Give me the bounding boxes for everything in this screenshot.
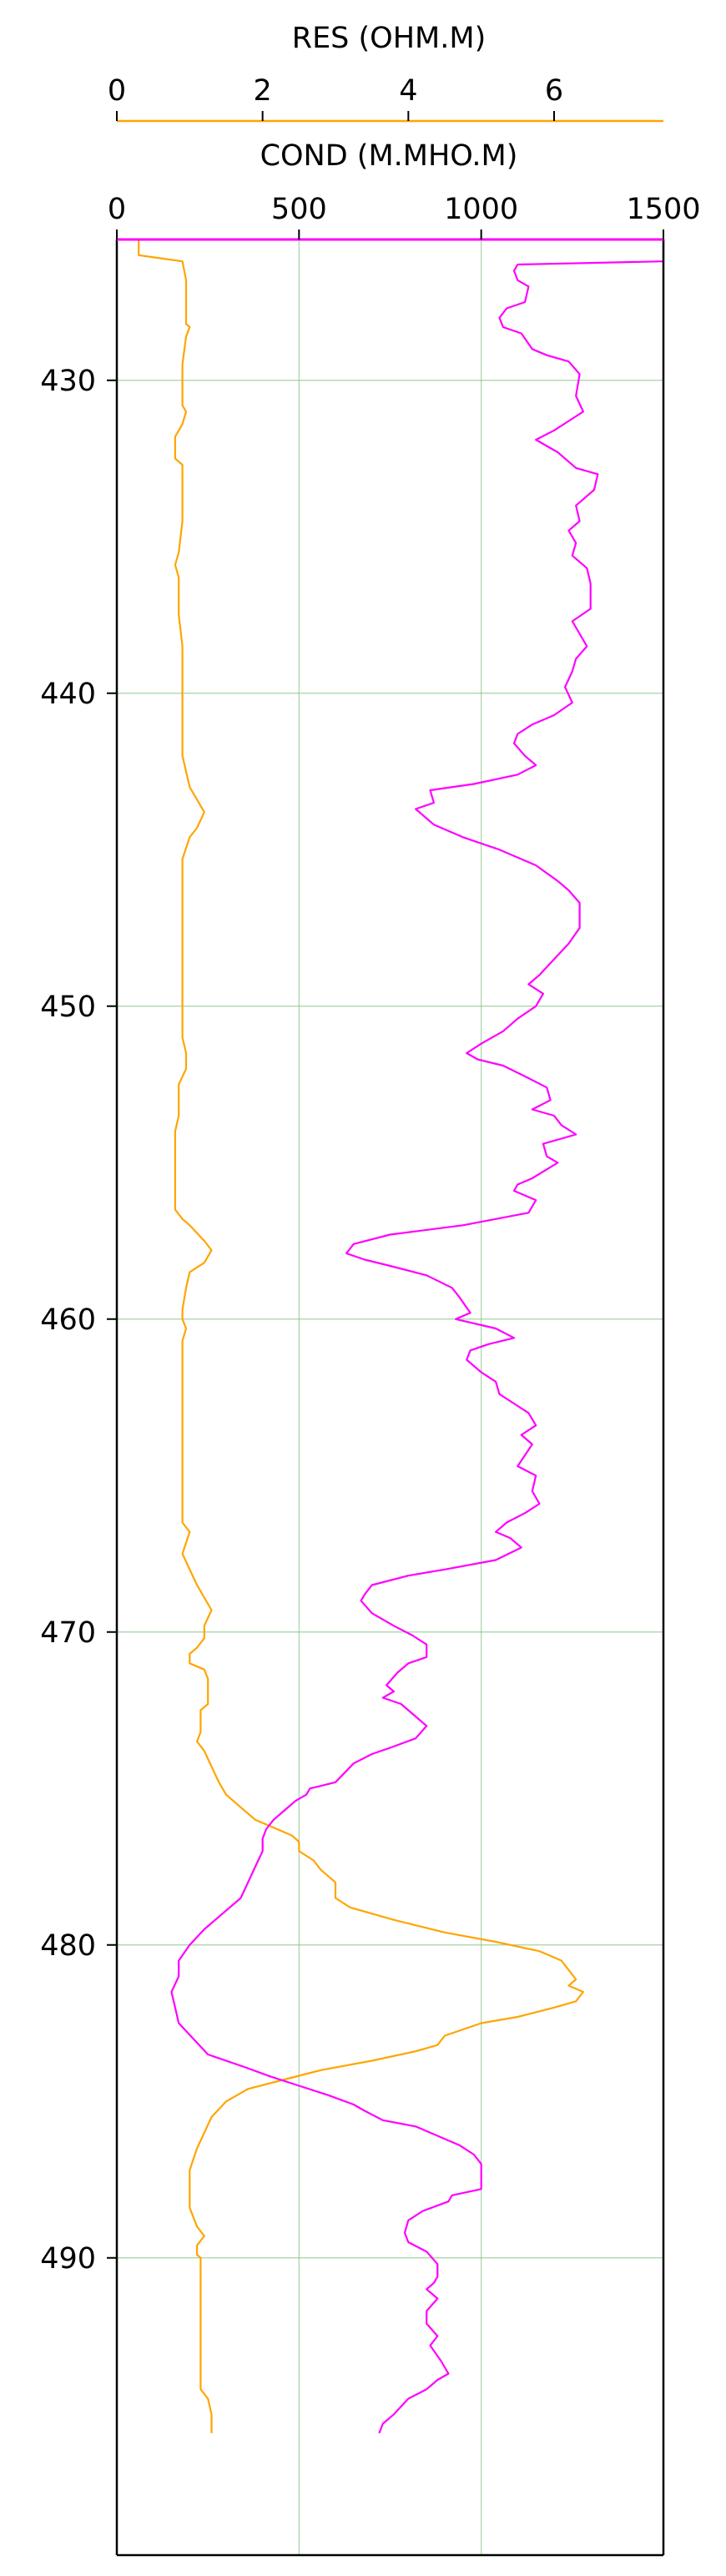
depth-tick-label-470: 470 xyxy=(40,1616,96,1650)
res-tick-label-6: 6 xyxy=(545,74,563,108)
depth-tick-label-440: 440 xyxy=(40,678,96,711)
depth-tick-label-460: 460 xyxy=(40,1303,96,1337)
cond-tick-label-1000: 1000 xyxy=(444,193,518,226)
res-curve xyxy=(138,239,585,2433)
cond-axis: COND (M.MHO.M) 0 500 1000 1500 xyxy=(108,139,701,239)
res-tick-label-4: 4 xyxy=(399,74,417,108)
depth-tick-label-430: 430 xyxy=(40,365,96,398)
grid-layer xyxy=(117,239,663,2555)
cond-tick-label-1500: 1500 xyxy=(626,193,700,226)
res-axis: RES (OHM.M) 0 2 4 6 xyxy=(108,22,663,123)
depth-tick-label-450: 450 xyxy=(40,991,96,1024)
cond-axis-label: COND (M.MHO.M) xyxy=(260,139,518,173)
depth-axis: 430 440 450 460 470 480 490 xyxy=(40,365,117,2276)
frame-layer xyxy=(115,238,665,2557)
res-tick-label-0: 0 xyxy=(108,74,126,108)
depth-tick-label-480: 480 xyxy=(40,1929,96,1963)
res-axis-label: RES (OHM.M) xyxy=(292,22,486,55)
res-tick-label-2: 2 xyxy=(254,74,272,108)
depth-tick-label-490: 490 xyxy=(40,2242,96,2276)
cond-tick-label-0: 0 xyxy=(108,193,126,226)
series-layer xyxy=(138,239,665,2434)
cond-curve xyxy=(170,239,665,2434)
cond-tick-label-500: 500 xyxy=(271,193,327,226)
